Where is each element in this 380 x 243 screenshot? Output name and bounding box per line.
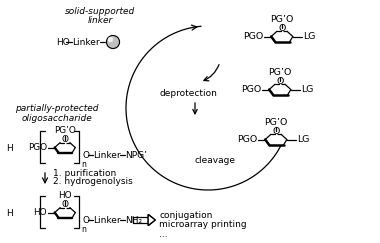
Text: HO: HO xyxy=(33,208,47,217)
Text: O: O xyxy=(82,150,89,159)
Text: O: O xyxy=(62,135,68,144)
Text: H: H xyxy=(6,208,13,217)
Text: Linker: Linker xyxy=(93,150,121,159)
Text: oligosaccharide: oligosaccharide xyxy=(22,113,92,122)
Text: deprotection: deprotection xyxy=(159,88,217,97)
Text: n: n xyxy=(81,225,86,234)
Polygon shape xyxy=(149,216,154,224)
Text: solid-supported: solid-supported xyxy=(65,7,135,16)
Text: HO: HO xyxy=(58,191,72,200)
Text: linker: linker xyxy=(87,16,112,25)
Text: Linker: Linker xyxy=(93,216,121,225)
Text: PG’O: PG’O xyxy=(270,15,294,24)
Text: 2. hydrogenolysis: 2. hydrogenolysis xyxy=(53,176,133,185)
Text: PGO: PGO xyxy=(237,135,257,144)
Text: ...: ... xyxy=(159,229,168,238)
Text: NPG’: NPG’ xyxy=(125,150,147,159)
Text: PGO: PGO xyxy=(241,85,261,94)
Text: O: O xyxy=(278,24,286,33)
Text: O: O xyxy=(272,127,280,136)
Text: PG’O: PG’O xyxy=(268,68,292,77)
Text: conjugation: conjugation xyxy=(159,210,212,219)
Text: 1. purification: 1. purification xyxy=(53,168,116,177)
Text: LG: LG xyxy=(302,32,315,41)
Text: n: n xyxy=(81,159,86,168)
Circle shape xyxy=(109,37,112,42)
Text: NH₂: NH₂ xyxy=(125,216,142,225)
Circle shape xyxy=(106,35,119,49)
Polygon shape xyxy=(148,214,155,226)
Text: LG: LG xyxy=(301,85,313,94)
Text: cleavage: cleavage xyxy=(195,156,236,165)
Text: O: O xyxy=(82,216,89,225)
Text: O: O xyxy=(276,77,284,86)
Text: microarray printing: microarray printing xyxy=(159,219,247,228)
Text: O: O xyxy=(62,200,68,209)
Text: PG’O: PG’O xyxy=(264,118,288,127)
Text: H: H xyxy=(6,144,13,153)
Text: partially-protected: partially-protected xyxy=(15,104,99,113)
Text: PGO: PGO xyxy=(243,32,263,41)
Text: HO: HO xyxy=(56,37,70,46)
Text: PG’O: PG’O xyxy=(54,126,76,135)
Text: PGO: PGO xyxy=(28,143,47,152)
Text: Linker: Linker xyxy=(72,37,100,46)
Text: LG: LG xyxy=(297,135,309,144)
